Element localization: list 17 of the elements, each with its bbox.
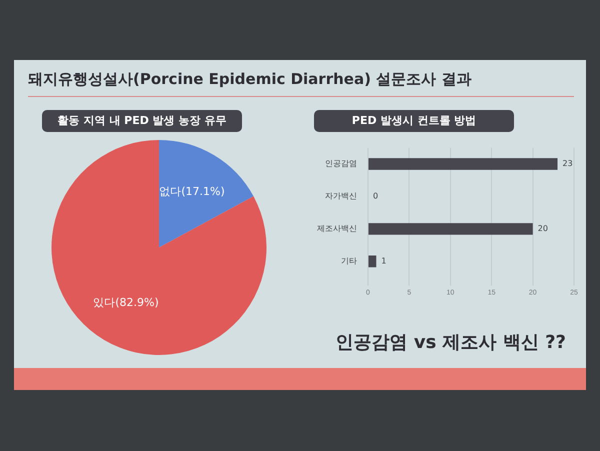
y-tick-label: 기타	[341, 256, 357, 266]
bar	[368, 256, 376, 268]
bar	[368, 223, 533, 235]
y-tick-label: 자가백신	[325, 192, 357, 201]
text: 돼지유행성설사(Porcine Epidemic Diarrhea) 설문조사 결과	[28, 70, 472, 89]
data-label: 23	[562, 159, 573, 168]
chart-title: PED 발생시 컨트롤 방법	[314, 110, 514, 132]
y-tick-label: 인공감염	[325, 159, 357, 168]
slice-label: 있다(82.9%)	[93, 296, 159, 309]
y-tick-label: 제조사백신	[317, 224, 357, 234]
chart-title: 활동 지역 내 PED 발생 농장 유무	[42, 110, 242, 132]
data-label: 20	[538, 224, 548, 234]
text: 인공감염 vs 제조사 백신 ??	[336, 331, 566, 354]
data-label: 1	[381, 256, 386, 266]
data-label: 0	[373, 192, 378, 201]
bar	[368, 158, 558, 170]
slice-label: 없다(17.1%)	[159, 184, 225, 198]
